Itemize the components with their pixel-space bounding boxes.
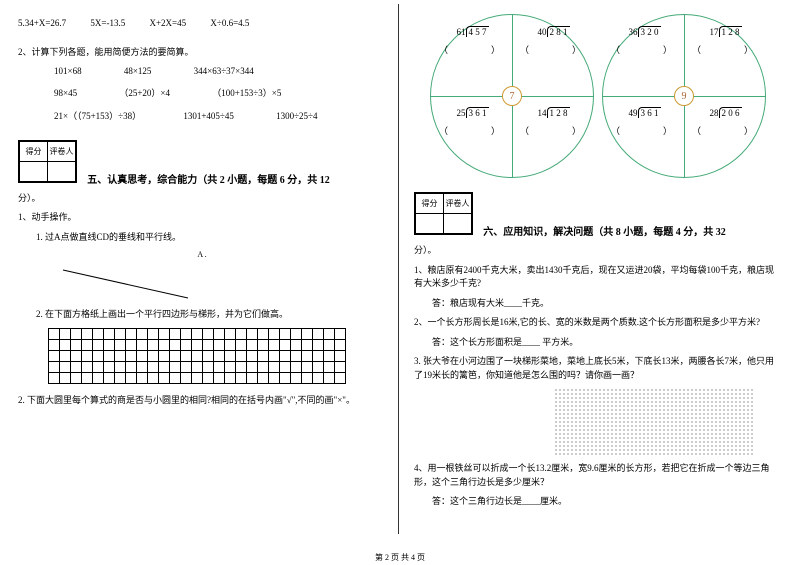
score-box: 得分评卷人 — [18, 140, 77, 183]
eq: X+2X=45 — [149, 18, 186, 28]
equations-row: 5.34+X=26.7 5X=-13.5 X+2X=45 X÷0.6=4.5 — [18, 18, 386, 28]
section-2-title: 2、计算下列各题，能用简便方法的要简算。 — [18, 46, 386, 60]
problem-2: 2、一个长方形周长是16米,它的长、宽的米数是两个质数.这个长方形面积是多少平方… — [414, 316, 782, 330]
calc: （25+20）×4 — [101, 86, 170, 99]
grader-label: 评卷人 — [48, 141, 76, 161]
score-box: 得分评卷人 — [414, 192, 473, 235]
quadrant: 141 2 8（ ） — [512, 96, 593, 177]
point-a-label: A . — [18, 250, 386, 259]
section-5-header: 得分评卷人 五、认真思考，综合能力（共 2 小题，每题 6 分，共 12 — [18, 140, 386, 186]
left-column: 5.34+X=26.7 5X=-13.5 X+2X=45 X÷0.6=4.5 2… — [4, 4, 400, 541]
section-6-header: 得分评卷人 六、应用知识，解决问题（共 8 小题，每题 4 分，共 32 — [414, 192, 782, 238]
division-circle: 9363 2 0（ ）171 2 8（ ）493 6 1（ ）282 0 6（ … — [602, 14, 766, 178]
dot-grid — [554, 388, 754, 456]
calc-row: 98×45 （25+20）×4 （100+153÷3）×5 — [18, 86, 386, 99]
section-5-title: 五、认真思考，综合能力（共 2 小题，每题 6 分，共 12 — [87, 175, 330, 186]
answer-2: 答：这个长方形面积是____ 平方米。 — [414, 336, 782, 350]
right-column: 7614 5 7（ ）402 8 1（ ）253 6 1（ ）141 2 8（ … — [400, 4, 796, 541]
section-5-sub: 分）。 — [18, 192, 386, 206]
question-1: 1、动手操作。 — [18, 211, 386, 225]
answer-4: 答：这个三角行边长是____厘米。 — [414, 495, 782, 509]
question-1-1: 1. 过A点做直线CD的垂线和平行线。 — [18, 231, 386, 245]
calc: 48×125 — [106, 66, 152, 76]
column-divider — [398, 4, 399, 534]
calc: 1300÷25÷4 — [258, 111, 317, 121]
quadrant: 493 6 1（ ） — [603, 96, 684, 177]
calc: 344×63÷37×344 — [176, 66, 254, 76]
grader-cell — [48, 161, 76, 181]
problem-3: 3. 张大爷在小河边围了一块梯形菜地，菜地上底长5米，下底长13米，两腰各长7米… — [414, 355, 782, 382]
calc: 101×68 — [36, 66, 82, 76]
eq: X÷0.6=4.5 — [210, 18, 249, 28]
quadrant: 282 0 6（ ） — [684, 96, 765, 177]
circles-wrap: 7614 5 7（ ）402 8 1（ ）253 6 1（ ）141 2 8（ … — [414, 14, 782, 178]
quadrant: 253 6 1（ ） — [431, 96, 512, 177]
score-cell — [20, 161, 48, 181]
problem-4: 4、用一根铁丝可以折成一个长13.2厘米，宽9.6厘米的长方形，若把它在折成一个… — [414, 462, 782, 489]
page-footer: 第 2 页 共 4 页 — [0, 552, 800, 563]
grader-label: 评卷人 — [444, 194, 472, 214]
eq: 5.34+X=26.7 — [18, 18, 66, 28]
score-cell — [416, 214, 444, 234]
quadrant: 614 5 7（ ） — [431, 15, 512, 96]
line-drawing — [58, 262, 198, 302]
answer-1: 答：粮店现有大米____千克。 — [414, 297, 782, 311]
calc-row: 21×（（75+153）÷38） 1301+405÷45 1300÷25÷4 — [18, 109, 386, 122]
problem-1: 1、粮店原有2400千克大米，卖出1430千克后，现在又运进20袋，平均每袋10… — [414, 264, 782, 291]
grader-cell — [444, 214, 472, 234]
section-6-sub: 分）。 — [414, 244, 782, 258]
quadrant: 363 2 0（ ） — [603, 15, 684, 96]
question-2: 2. 下面大圆里每个算式的商是否与小圆里的相同?相同的在括号内画"√",不同的画… — [18, 394, 386, 408]
quadrant: 171 2 8（ ） — [684, 15, 765, 96]
calc-row: 101×68 48×125 344×63÷37×344 — [18, 66, 386, 76]
score-label: 得分 — [20, 141, 48, 161]
eq: 5X=-13.5 — [90, 18, 125, 28]
score-label: 得分 — [416, 194, 444, 214]
quadrant: 402 8 1（ ） — [512, 15, 593, 96]
calc: 21×（（75+153）÷38） — [36, 109, 141, 122]
calc: 98×45 — [36, 88, 77, 98]
question-1-2: 2. 在下面方格纸上画出一个平行四边形与梯形，并为它们做高。 — [18, 308, 386, 322]
calc: （100+153÷3）×5 — [194, 86, 281, 99]
grid-paper — [48, 328, 346, 384]
calc: 1301+405÷45 — [165, 111, 234, 121]
section-6-title: 六、应用知识，解决问题（共 8 小题，每题 4 分，共 32 — [483, 227, 726, 238]
division-circle: 7614 5 7（ ）402 8 1（ ）253 6 1（ ）141 2 8（ … — [430, 14, 594, 178]
